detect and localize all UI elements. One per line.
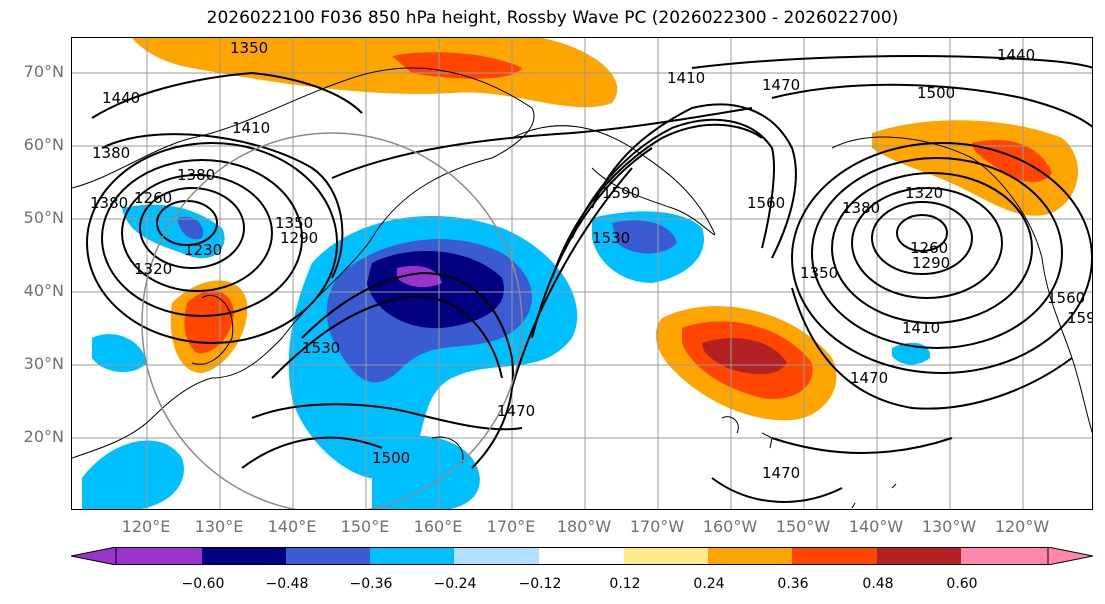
contour-label: 1290 — [912, 254, 950, 272]
contour-label: 1410 — [232, 119, 270, 137]
colorbar-segment — [116, 547, 202, 565]
contour-label-group: 1380 1440 1410 1410 1470 1440 1500 1350 … — [90, 39, 1093, 482]
contour-label: 1560 — [1047, 289, 1085, 307]
contour-label: 1380 — [90, 194, 128, 212]
colorbar-extend-left — [71, 547, 117, 565]
anomaly-shading — [82, 38, 1079, 509]
lat-label-20n: 20°N — [23, 427, 64, 446]
lat-label-70n: 70°N — [23, 62, 64, 81]
contour-label: 1440 — [997, 46, 1035, 64]
contour-label: 1230 — [184, 241, 222, 259]
colorbar-segment — [792, 547, 877, 565]
contour-label: 1470 — [762, 464, 800, 482]
colorbar-tick: 0.48 — [862, 576, 894, 592]
colorbar-tick: 0.60 — [946, 576, 978, 592]
contour-label: 1560 — [747, 194, 785, 212]
lon-label-130e: 130°E — [194, 517, 244, 536]
colorbar-segment — [708, 547, 792, 565]
lon-label-180w: 180°W — [556, 517, 612, 536]
colorbar-extend-right — [1047, 547, 1093, 565]
lon-label-140e: 140°E — [267, 517, 317, 536]
contour-label: 1380 — [177, 166, 215, 184]
contour-label: 1260 — [134, 189, 172, 207]
colorbar-tick: 0.24 — [693, 576, 725, 592]
contour-label: 1380 — [92, 144, 130, 162]
lat-label-50n: 50°N — [23, 208, 64, 227]
contour-label: 1500 — [917, 84, 955, 102]
contour-label: 1440 — [102, 89, 140, 107]
lon-label-150e: 150°E — [340, 517, 390, 536]
contour-label: 1350 — [275, 214, 313, 232]
colorbar-tick: 0.12 — [609, 576, 641, 592]
contour-label: 1470 — [850, 369, 888, 387]
contour-label: 1260 — [910, 239, 948, 257]
lon-label-160e: 160°E — [413, 517, 463, 536]
contour-label: 1470 — [497, 402, 535, 420]
contour-label: 1350 — [800, 264, 838, 282]
lon-label-130w: 130°W — [921, 517, 977, 536]
map-canvas: 1380 1440 1410 1410 1470 1440 1500 1350 … — [72, 38, 1093, 509]
contour-label: 1410 — [902, 319, 940, 337]
colorbar-segment — [370, 547, 454, 565]
lon-label-120w: 120°W — [994, 517, 1050, 536]
contour-label: 1380 — [842, 199, 880, 217]
colorbar-tick: −0.12 — [518, 576, 562, 592]
lon-label-140w: 140°W — [848, 517, 904, 536]
contour-label: 1590 — [602, 184, 640, 202]
map-panel: 1380 1440 1410 1410 1470 1440 1500 1350 … — [71, 37, 1093, 510]
colorbar-tick: −0.36 — [349, 576, 393, 592]
lon-label-160w: 160°W — [702, 517, 758, 536]
colorbar-tick: −0.60 — [181, 576, 225, 592]
lon-label-150w: 150°W — [775, 517, 831, 536]
lat-label-40n: 40°N — [23, 281, 64, 300]
lat-label-30n: 30°N — [23, 354, 64, 373]
lon-label-120e: 120°E — [121, 517, 171, 536]
contour-label: 1530 — [302, 339, 340, 357]
contour-label: 1320 — [905, 184, 943, 202]
contour-label: 1320 — [134, 260, 172, 278]
colorbar-tick: 0.36 — [777, 576, 809, 592]
contour-label: 1350 — [230, 39, 268, 57]
colorbar-segment — [286, 547, 370, 565]
lon-label-170w: 170°W — [629, 517, 685, 536]
colorbar-segment — [961, 547, 1048, 565]
colorbar-outline — [115, 547, 1049, 565]
colorbar-tick: −0.24 — [433, 576, 477, 592]
contour-label: 1470 — [762, 76, 800, 94]
contour-label: 1410 — [667, 69, 705, 87]
coastlines — [72, 67, 1092, 509]
contour-label: 1530 — [592, 229, 630, 247]
lat-label-60n: 60°N — [23, 135, 64, 154]
colorbar-segment — [624, 547, 708, 565]
colorbar-segment — [539, 547, 624, 565]
colorbar-segment — [877, 547, 961, 565]
height-contours — [86, 55, 1092, 503]
graticule — [72, 38, 1092, 509]
contour-label: 1290 — [280, 229, 318, 247]
colorbar — [71, 547, 1093, 565]
colorbar-segment — [454, 547, 539, 565]
lon-label-170e: 170°E — [486, 517, 536, 536]
region-circle — [141, 132, 523, 509]
colorbar-segment — [202, 547, 286, 565]
map-title: 2026022100 F036 850 hPa height, Rossby W… — [206, 8, 899, 28]
contour-label: 1500 — [372, 449, 410, 467]
contour-label: 1590 — [1067, 309, 1093, 327]
colorbar-tick: −0.48 — [265, 576, 309, 592]
